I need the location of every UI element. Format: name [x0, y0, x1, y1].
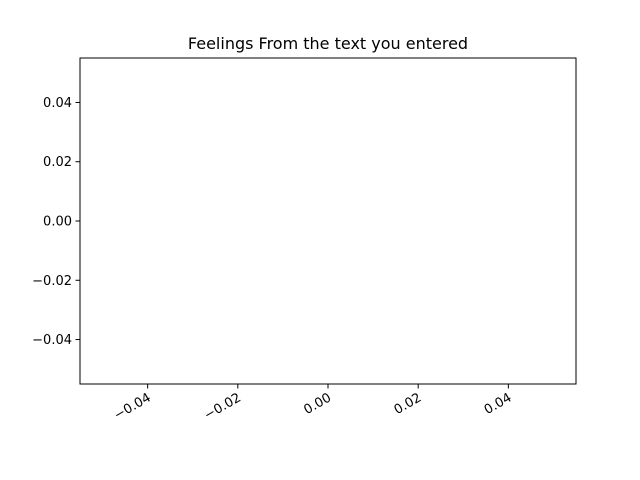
y-tick-label: 0.02	[43, 155, 72, 170]
chart-title: Feelings From the text you entered	[188, 34, 468, 53]
y-tick-label: 0.00	[43, 215, 72, 230]
y-tick-label: 0.04	[43, 96, 72, 111]
plot-frame	[79, 57, 577, 385]
y-axis: −0.04 −0.02 0.00 0.02 0.04	[32, 96, 80, 348]
plot-area	[80, 58, 576, 384]
y-tick-label: −0.04	[32, 333, 72, 348]
y-tick-label: −0.02	[32, 274, 72, 289]
